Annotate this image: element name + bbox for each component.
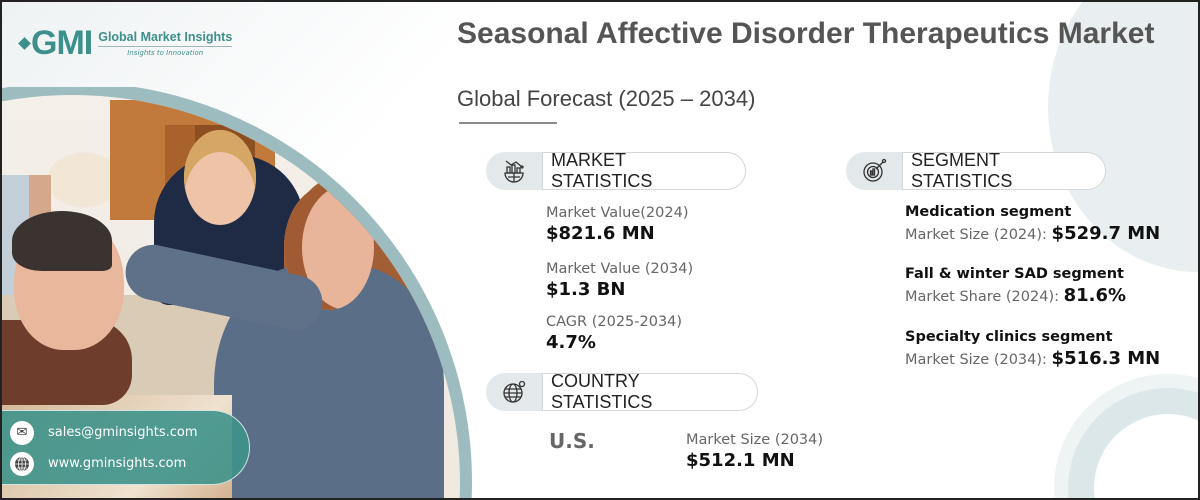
mail-icon: ✉	[10, 420, 34, 445]
contact-website-row[interactable]: www.gminsights.com	[10, 448, 249, 479]
stat-market-value-2034: Market Value (2034) $1.3 BN	[546, 260, 693, 302]
title-divider	[459, 122, 557, 124]
contact-email-row[interactable]: ✉ sales@gminsights.com	[10, 417, 249, 448]
logo-mark-text: GMI	[31, 24, 93, 62]
market-statistics-title: MARKET STATISTICS	[542, 150, 746, 191]
stat-cagr: CAGR (2025-2034) 4.7%	[546, 313, 682, 355]
contact-panel: ✉ sales@gminsights.com www.gminsights.co…	[2, 410, 250, 485]
country-statistics-title: COUNTRY STATISTICS	[542, 371, 758, 412]
segment-metric-label: Market Size (2024):	[905, 227, 1047, 243]
contact-email-link[interactable]: sales@gminsights.com	[48, 425, 198, 440]
page-subtitle: Global Forecast (2025 – 2034)	[457, 86, 756, 111]
segment-name: Medication segment	[905, 204, 1072, 220]
segment-medication: Medication segment Market Size (2024): $…	[905, 202, 1160, 247]
decorative-ring-bottom-right	[1068, 388, 1198, 498]
segment-metric-value: 81.6%	[1063, 285, 1127, 306]
stat-country-market-size: Market Size (2034) $512.1 MN	[686, 431, 823, 473]
segment-name: Fall & winter SAD segment	[905, 266, 1124, 282]
brand-name: Global Market Insights	[98, 30, 233, 47]
stat-label: CAGR (2025-2034)	[546, 314, 683, 330]
segment-metric-label: Market Share (2024):	[905, 289, 1060, 305]
segment-metric-label: Market Size (2034):	[905, 352, 1047, 368]
page-title: Seasonal Affective Disorder Therapeutics…	[457, 17, 1155, 50]
contact-website-link[interactable]: www.gminsights.com	[48, 456, 187, 471]
country-name: U.S.	[549, 429, 595, 453]
stat-value: 4.7%	[546, 332, 596, 353]
market-statistics-header: MARKET STATISTICS	[486, 150, 746, 191]
stat-label: Market Size (2034)	[686, 432, 824, 448]
segment-metric-value: $529.7 MN	[1051, 223, 1161, 244]
gmi-logo[interactable]: GMI Global Market Insights Insights to I…	[18, 24, 233, 63]
stat-value: $1.3 BN	[546, 279, 626, 300]
segment-metric: Market Share (2024): 81.6%	[905, 284, 1126, 309]
segment-statistics-header: SEGMENT STATISTICS	[846, 150, 1106, 191]
globe-pin-icon	[486, 373, 542, 411]
photo-man-hair	[12, 211, 112, 271]
photo-child-head	[184, 130, 256, 225]
segment-statistics-title: SEGMENT STATISTICS	[902, 150, 1106, 191]
stat-label: Market Value(2024)	[546, 205, 689, 221]
target-chart-icon	[846, 152, 902, 190]
segment-metric: Market Size (2024): $529.7 MN	[905, 222, 1160, 247]
segment-name: Specialty clinics segment	[905, 329, 1113, 345]
segment-specialty-clinics: Specialty clinics segment Market Size (2…	[905, 327, 1160, 372]
brand-tagline: Insights to Innovation	[127, 49, 204, 57]
chart-globe-icon	[486, 152, 542, 190]
logo-mark: GMI	[18, 24, 93, 63]
stat-value: $821.6 MN	[546, 223, 655, 244]
segment-metric: Market Size (2034): $516.3 MN	[905, 347, 1160, 372]
segment-metric-value: $516.3 MN	[1051, 348, 1161, 369]
stat-label: Market Value (2034)	[546, 261, 694, 277]
globe-icon	[10, 451, 34, 476]
diamond-icon	[18, 37, 31, 50]
segment-fall-winter-sad: Fall & winter SAD segment Market Share (…	[905, 264, 1126, 309]
country-statistics-header: COUNTRY STATISTICS	[486, 371, 758, 412]
logo-text: Global Market Insights Insights to Innov…	[98, 30, 233, 57]
stat-value: $512.1 MN	[686, 450, 795, 471]
stat-market-value-2024: Market Value(2024) $821.6 MN	[546, 204, 689, 246]
